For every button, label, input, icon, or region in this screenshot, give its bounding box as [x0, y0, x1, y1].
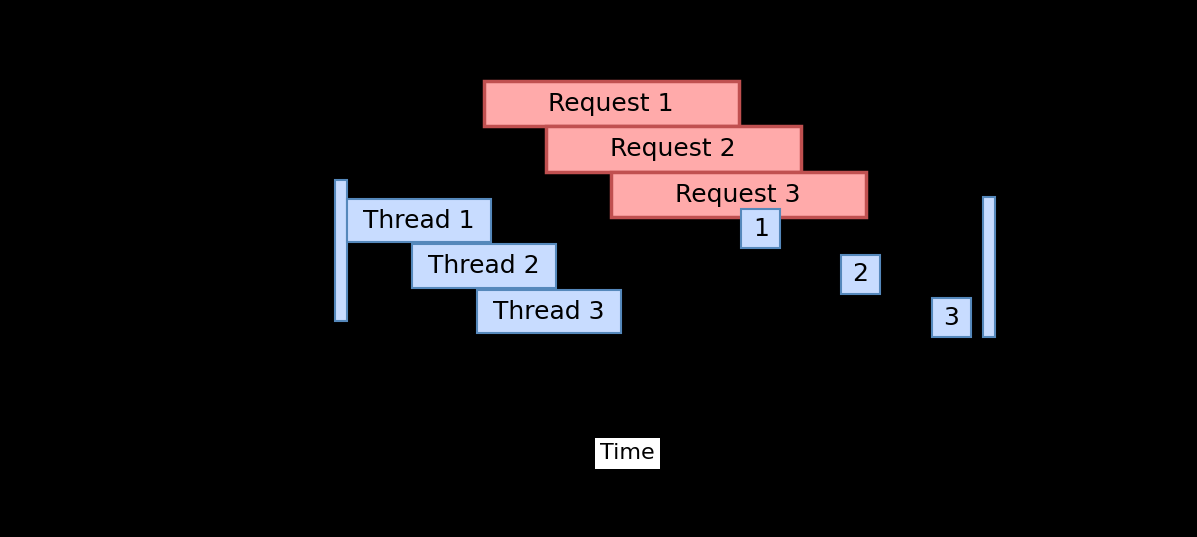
FancyBboxPatch shape	[347, 199, 491, 242]
Text: 3: 3	[943, 306, 959, 330]
FancyBboxPatch shape	[931, 298, 971, 337]
FancyBboxPatch shape	[412, 244, 555, 288]
FancyBboxPatch shape	[741, 209, 780, 249]
FancyBboxPatch shape	[546, 127, 801, 172]
Text: 2: 2	[852, 262, 868, 286]
Text: Request 3: Request 3	[675, 183, 801, 207]
Text: Thread 2: Thread 2	[429, 254, 540, 278]
Text: Request 1: Request 1	[548, 92, 674, 115]
FancyBboxPatch shape	[840, 255, 880, 294]
Text: 1: 1	[753, 217, 768, 241]
FancyBboxPatch shape	[484, 81, 739, 127]
Text: Thread 3: Thread 3	[493, 300, 604, 323]
Text: Thread 1: Thread 1	[364, 208, 475, 233]
Text: Time: Time	[600, 443, 655, 463]
Text: Request 2: Request 2	[610, 137, 736, 161]
FancyBboxPatch shape	[335, 180, 347, 321]
FancyBboxPatch shape	[610, 172, 865, 217]
FancyBboxPatch shape	[478, 290, 621, 333]
FancyBboxPatch shape	[983, 197, 995, 337]
